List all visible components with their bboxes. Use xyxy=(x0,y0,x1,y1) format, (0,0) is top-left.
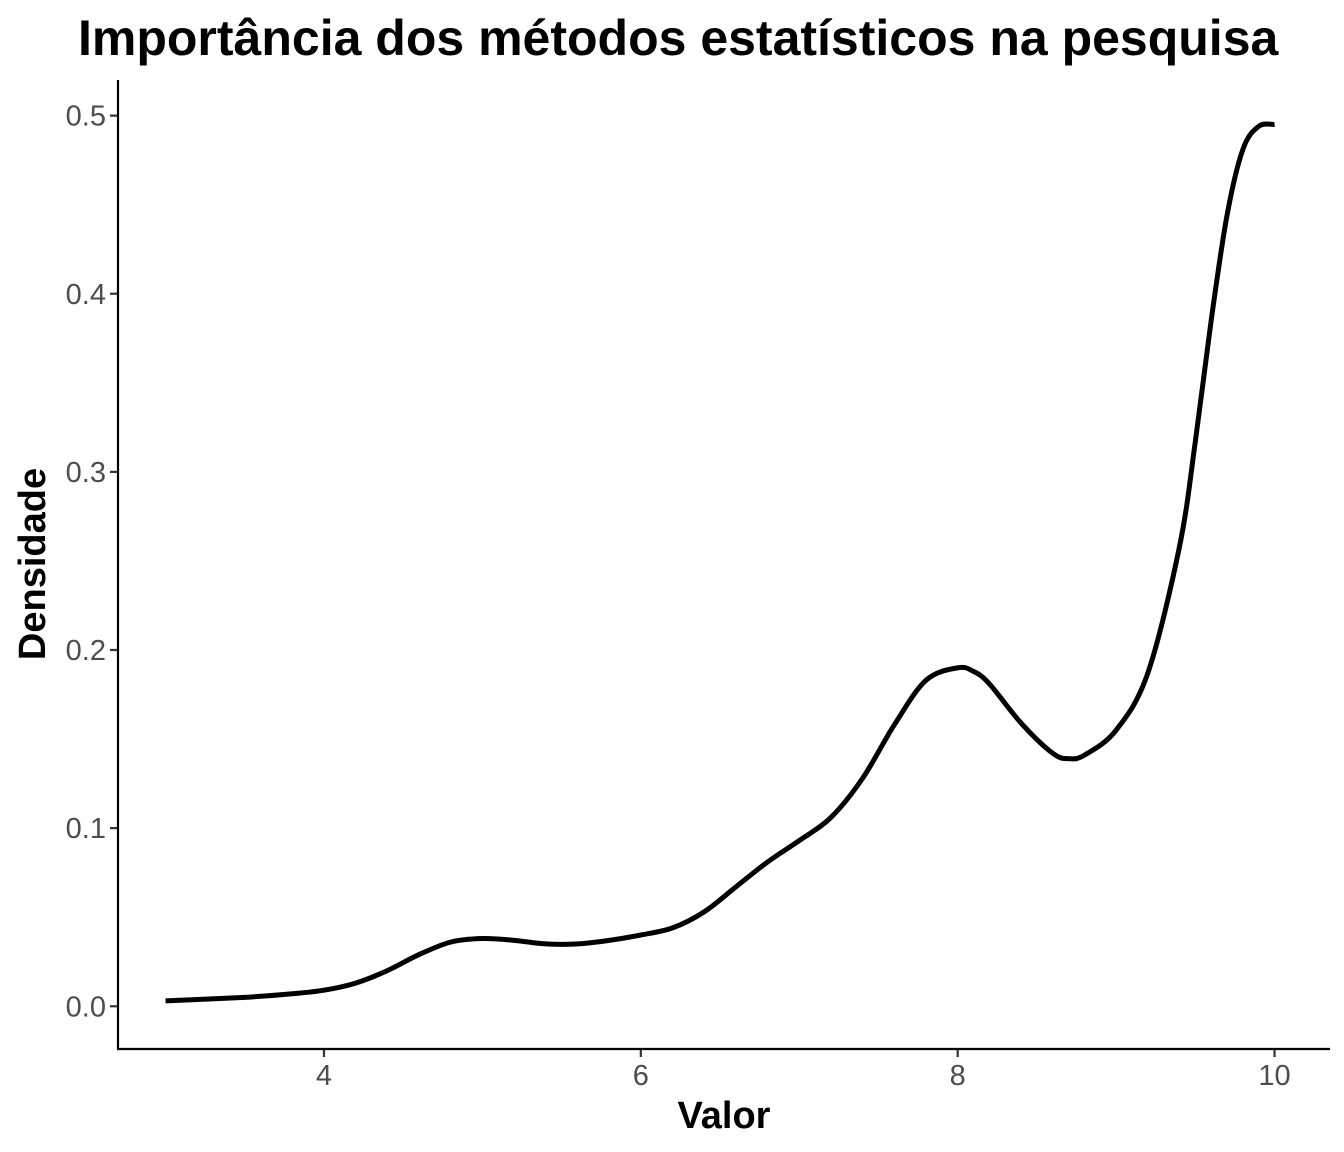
y-tick-label: 0.4 xyxy=(66,279,106,311)
x-tick-label: 10 xyxy=(1258,1060,1290,1092)
y-axis-ticks: 0.0 0.1 0.2 0.3 0.4 0.5 xyxy=(66,101,118,1023)
x-tick-label: 6 xyxy=(633,1060,649,1092)
x-axis-ticks: 4 6 8 10 xyxy=(316,1049,1291,1092)
x-axis-title: Valor xyxy=(678,1095,771,1137)
x-tick-label: 8 xyxy=(950,1060,966,1092)
x-tick-label: 4 xyxy=(316,1060,332,1092)
y-tick-label: 0.1 xyxy=(66,813,106,845)
y-tick-label: 0.5 xyxy=(66,101,106,133)
y-tick-label: 0.2 xyxy=(66,635,106,667)
y-tick-label: 0.0 xyxy=(66,991,106,1023)
y-axis-title: Densidade xyxy=(12,468,54,660)
chart-title: Importância dos métodos estatísticos na … xyxy=(78,10,1280,66)
density-series-line xyxy=(165,121,1275,1004)
y-tick-label: 0.3 xyxy=(66,457,106,489)
